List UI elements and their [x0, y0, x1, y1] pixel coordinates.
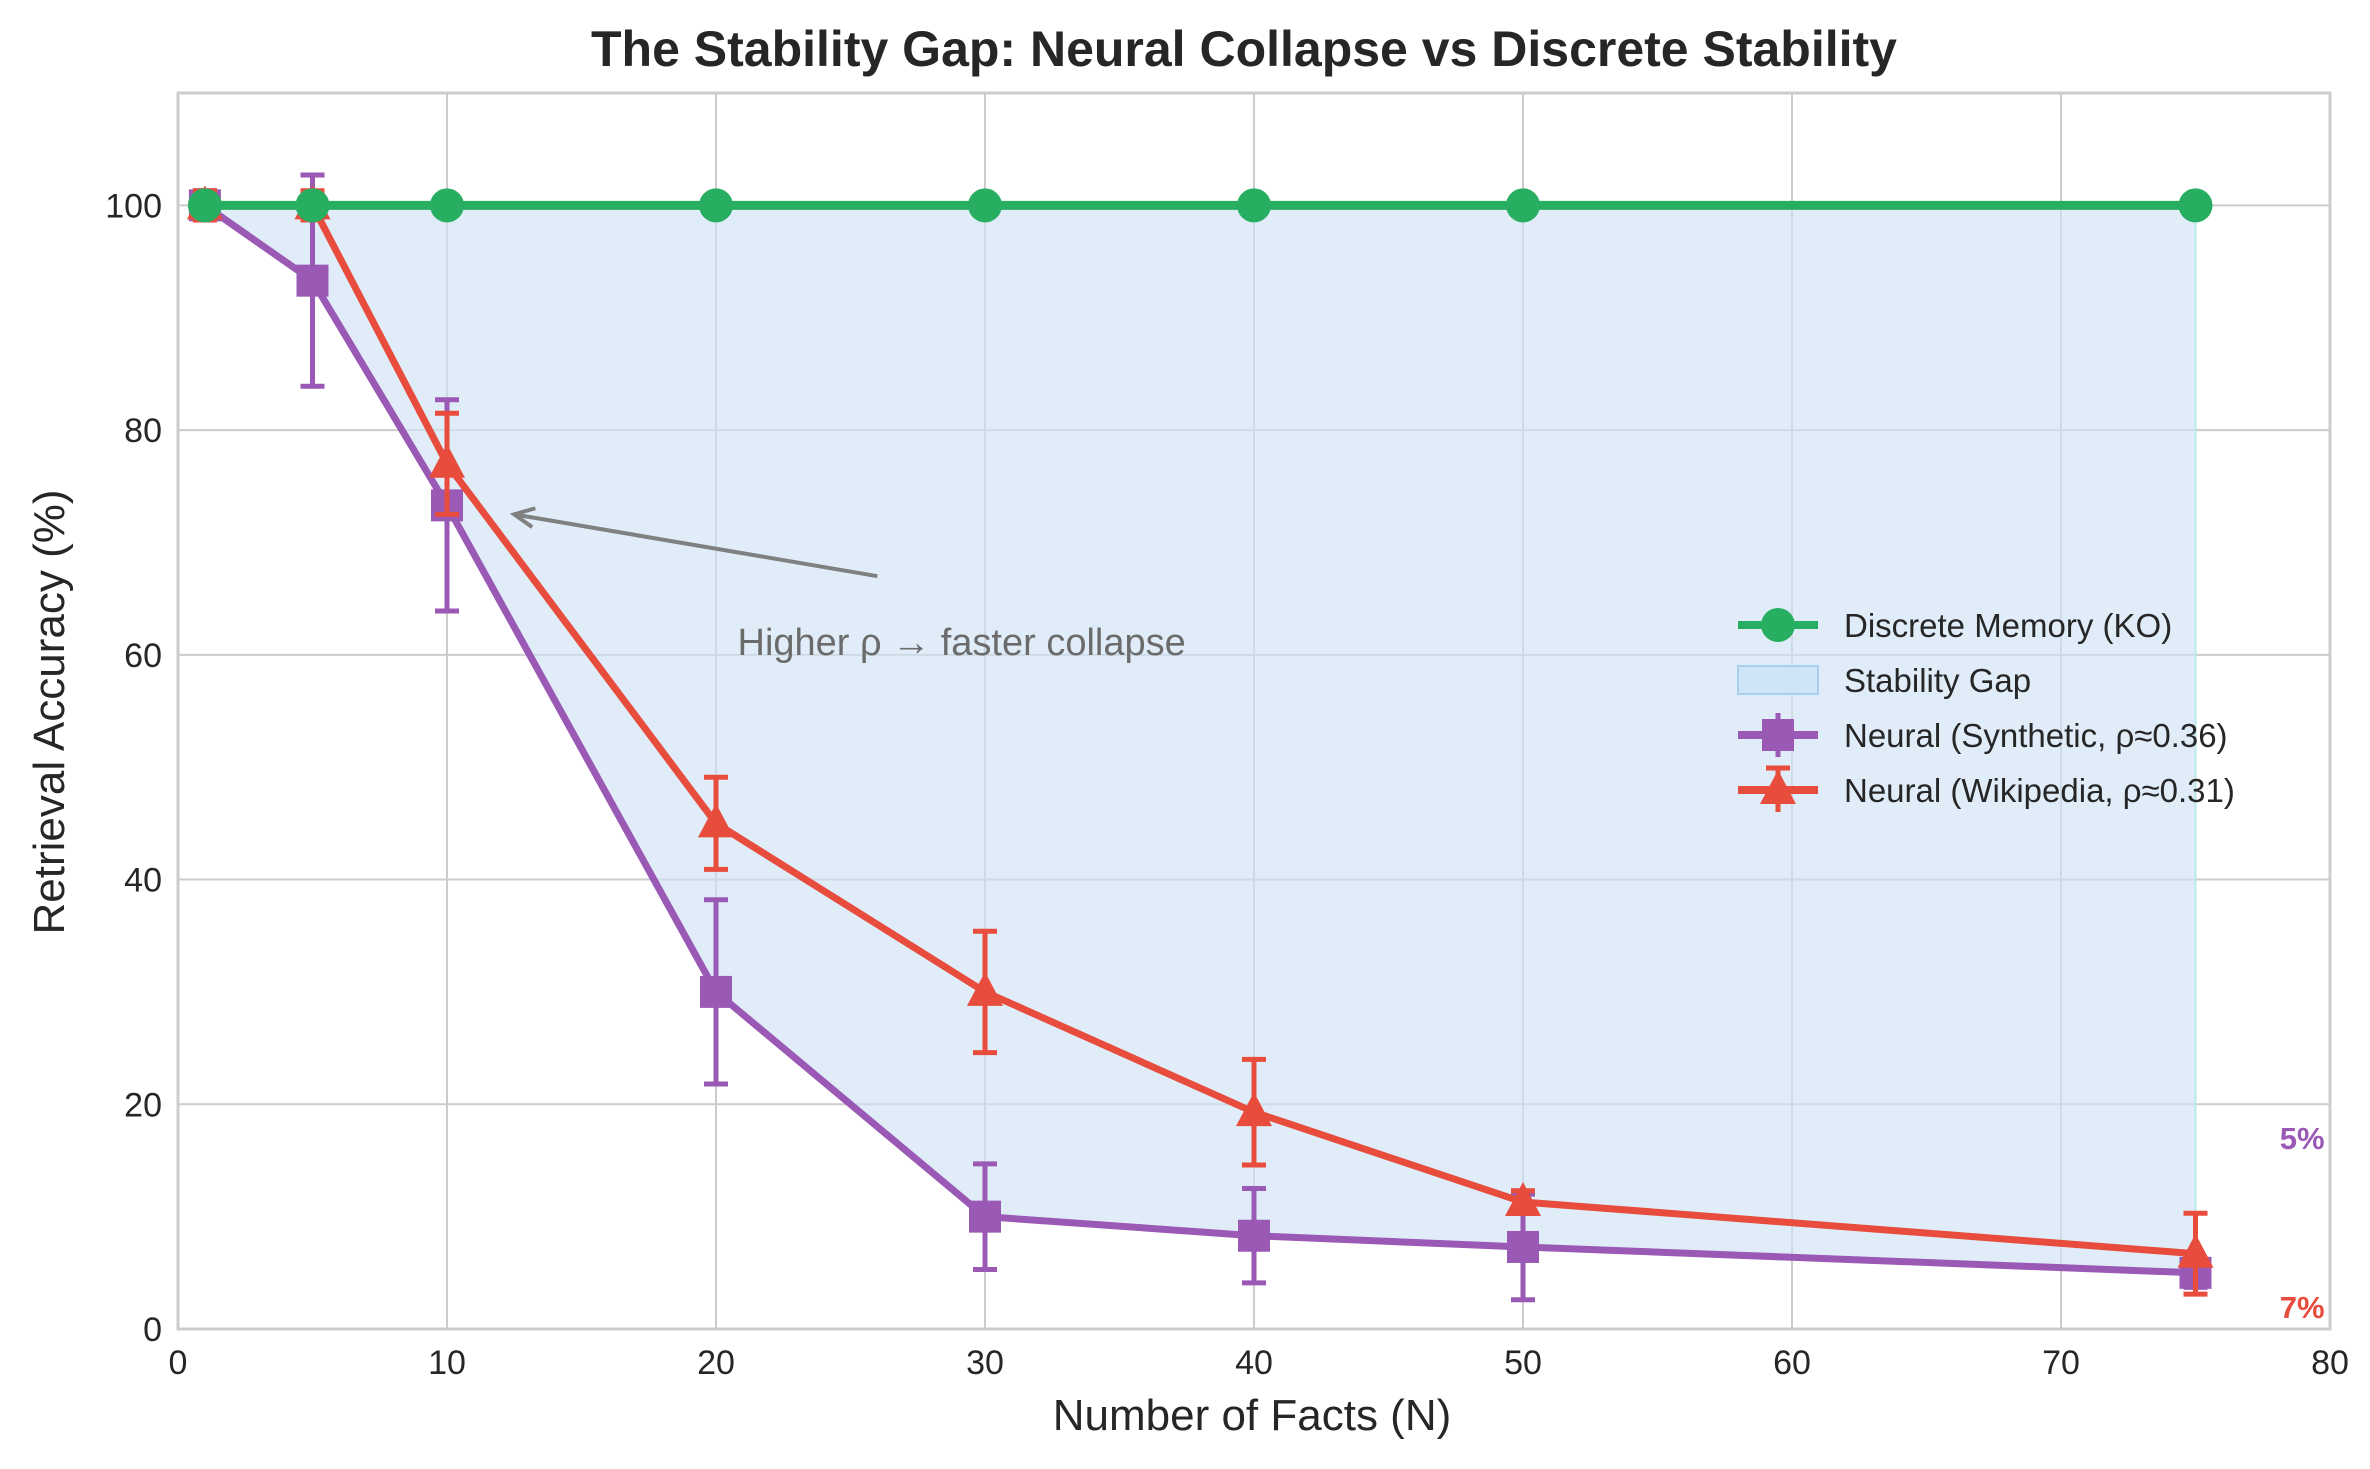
plot-frame	[176, 91, 2332, 1331]
data-point-triangle	[429, 443, 465, 478]
legend-label: Stability Gap	[1844, 662, 2031, 699]
y-tick-label: 100	[105, 187, 162, 225]
legend-item-3: Neural (Wikipedia, ρ≈0.31)	[1738, 765, 2235, 812]
x-tick-label: 20	[697, 1344, 735, 1382]
data-point-square	[1238, 1219, 1270, 1252]
x-axis-label: Number of Facts (N)	[1053, 1391, 1452, 1440]
end-label-0: 5%	[2280, 1121, 2325, 1156]
data-point-circle	[968, 188, 1002, 223]
data-point-circle	[187, 188, 222, 223]
x-tick-label: 30	[966, 1344, 1004, 1382]
legend-item-0: Discrete Memory (KO)	[1738, 607, 2172, 644]
tick-labels: 0 10 20 30 40 50 60 70 80 0 20 40 60 80 100	[105, 187, 2349, 1382]
axes	[176, 91, 2332, 1331]
annotation-layer: Higher ρ → faster collapse 5% 7%	[509, 506, 2325, 1325]
y-axis-label: Retrieval Accuracy (%)	[25, 489, 74, 934]
legend-marker	[1760, 770, 1796, 804]
data-point-circle	[2178, 188, 2213, 223]
legend-marker	[1761, 608, 1795, 642]
series-line	[204, 201, 2196, 1258]
legend: Discrete Memory (KO) Stability Gap Neural …	[1737, 607, 2235, 812]
x-tick-label: 10	[428, 1344, 466, 1382]
legend-label: Discrete Memory (KO)	[1844, 607, 2172, 644]
x-tick-label: 40	[1235, 1344, 1273, 1382]
x-tick-label: 80	[2311, 1344, 2349, 1382]
x-tick-label: 70	[2042, 1344, 2080, 1382]
data-point-square	[1507, 1230, 1539, 1263]
data-point-triangle	[1505, 1182, 1541, 1217]
annotation-arrow-head	[509, 506, 536, 529]
legend-swatch	[1737, 665, 1819, 695]
y-tick-label: 20	[124, 1086, 162, 1124]
y-tick-label: 60	[124, 637, 162, 675]
legend-label: Neural (Wikipedia, ρ≈0.31)	[1844, 772, 2235, 809]
data-point-circle	[430, 188, 464, 223]
data-point-square	[296, 264, 329, 297]
legend-label: Neural (Synthetic, ρ≈0.36)	[1844, 717, 2228, 754]
x-tick-label: 50	[1504, 1344, 1542, 1382]
data-point-circle	[699, 188, 733, 223]
y-tick-label: 0	[143, 1311, 162, 1349]
data-point-triangle	[967, 971, 1003, 1006]
y-tick-label: 80	[124, 412, 162, 450]
legend-marker	[1762, 719, 1794, 751]
data-point-triangle	[2177, 1233, 2214, 1268]
series-layer	[186, 172, 2214, 1303]
stability-gap-fill	[204, 205, 2197, 1273]
stability-gap-area	[204, 205, 2196, 1273]
series-0	[187, 188, 2213, 223]
data-point-circle	[1506, 188, 1540, 223]
data-point-triangle	[1236, 1092, 1272, 1127]
data-point-circle	[1237, 188, 1271, 223]
data-point-circle	[295, 188, 330, 223]
annotation-arrow-shaft	[513, 512, 878, 579]
legend-item-2: Neural (Synthetic, ρ≈0.36)	[1738, 713, 2228, 757]
x-tick-label: 0	[169, 1344, 188, 1382]
data-point-square	[700, 975, 732, 1008]
end-label-1: 7%	[2280, 1290, 2325, 1325]
chart-title: The Stability Gap: Neural Collapse vs Di…	[591, 21, 1897, 77]
series-line	[202, 202, 2196, 1277]
data-point-triangle	[698, 803, 734, 838]
annotation-text: Higher ρ → faster collapse	[738, 622, 1186, 664]
data-point-square	[969, 1200, 1001, 1233]
y-tick-label: 40	[124, 862, 162, 900]
legend-item-1: Stability Gap	[1737, 662, 2031, 699]
x-tick-label: 60	[1773, 1344, 1811, 1382]
